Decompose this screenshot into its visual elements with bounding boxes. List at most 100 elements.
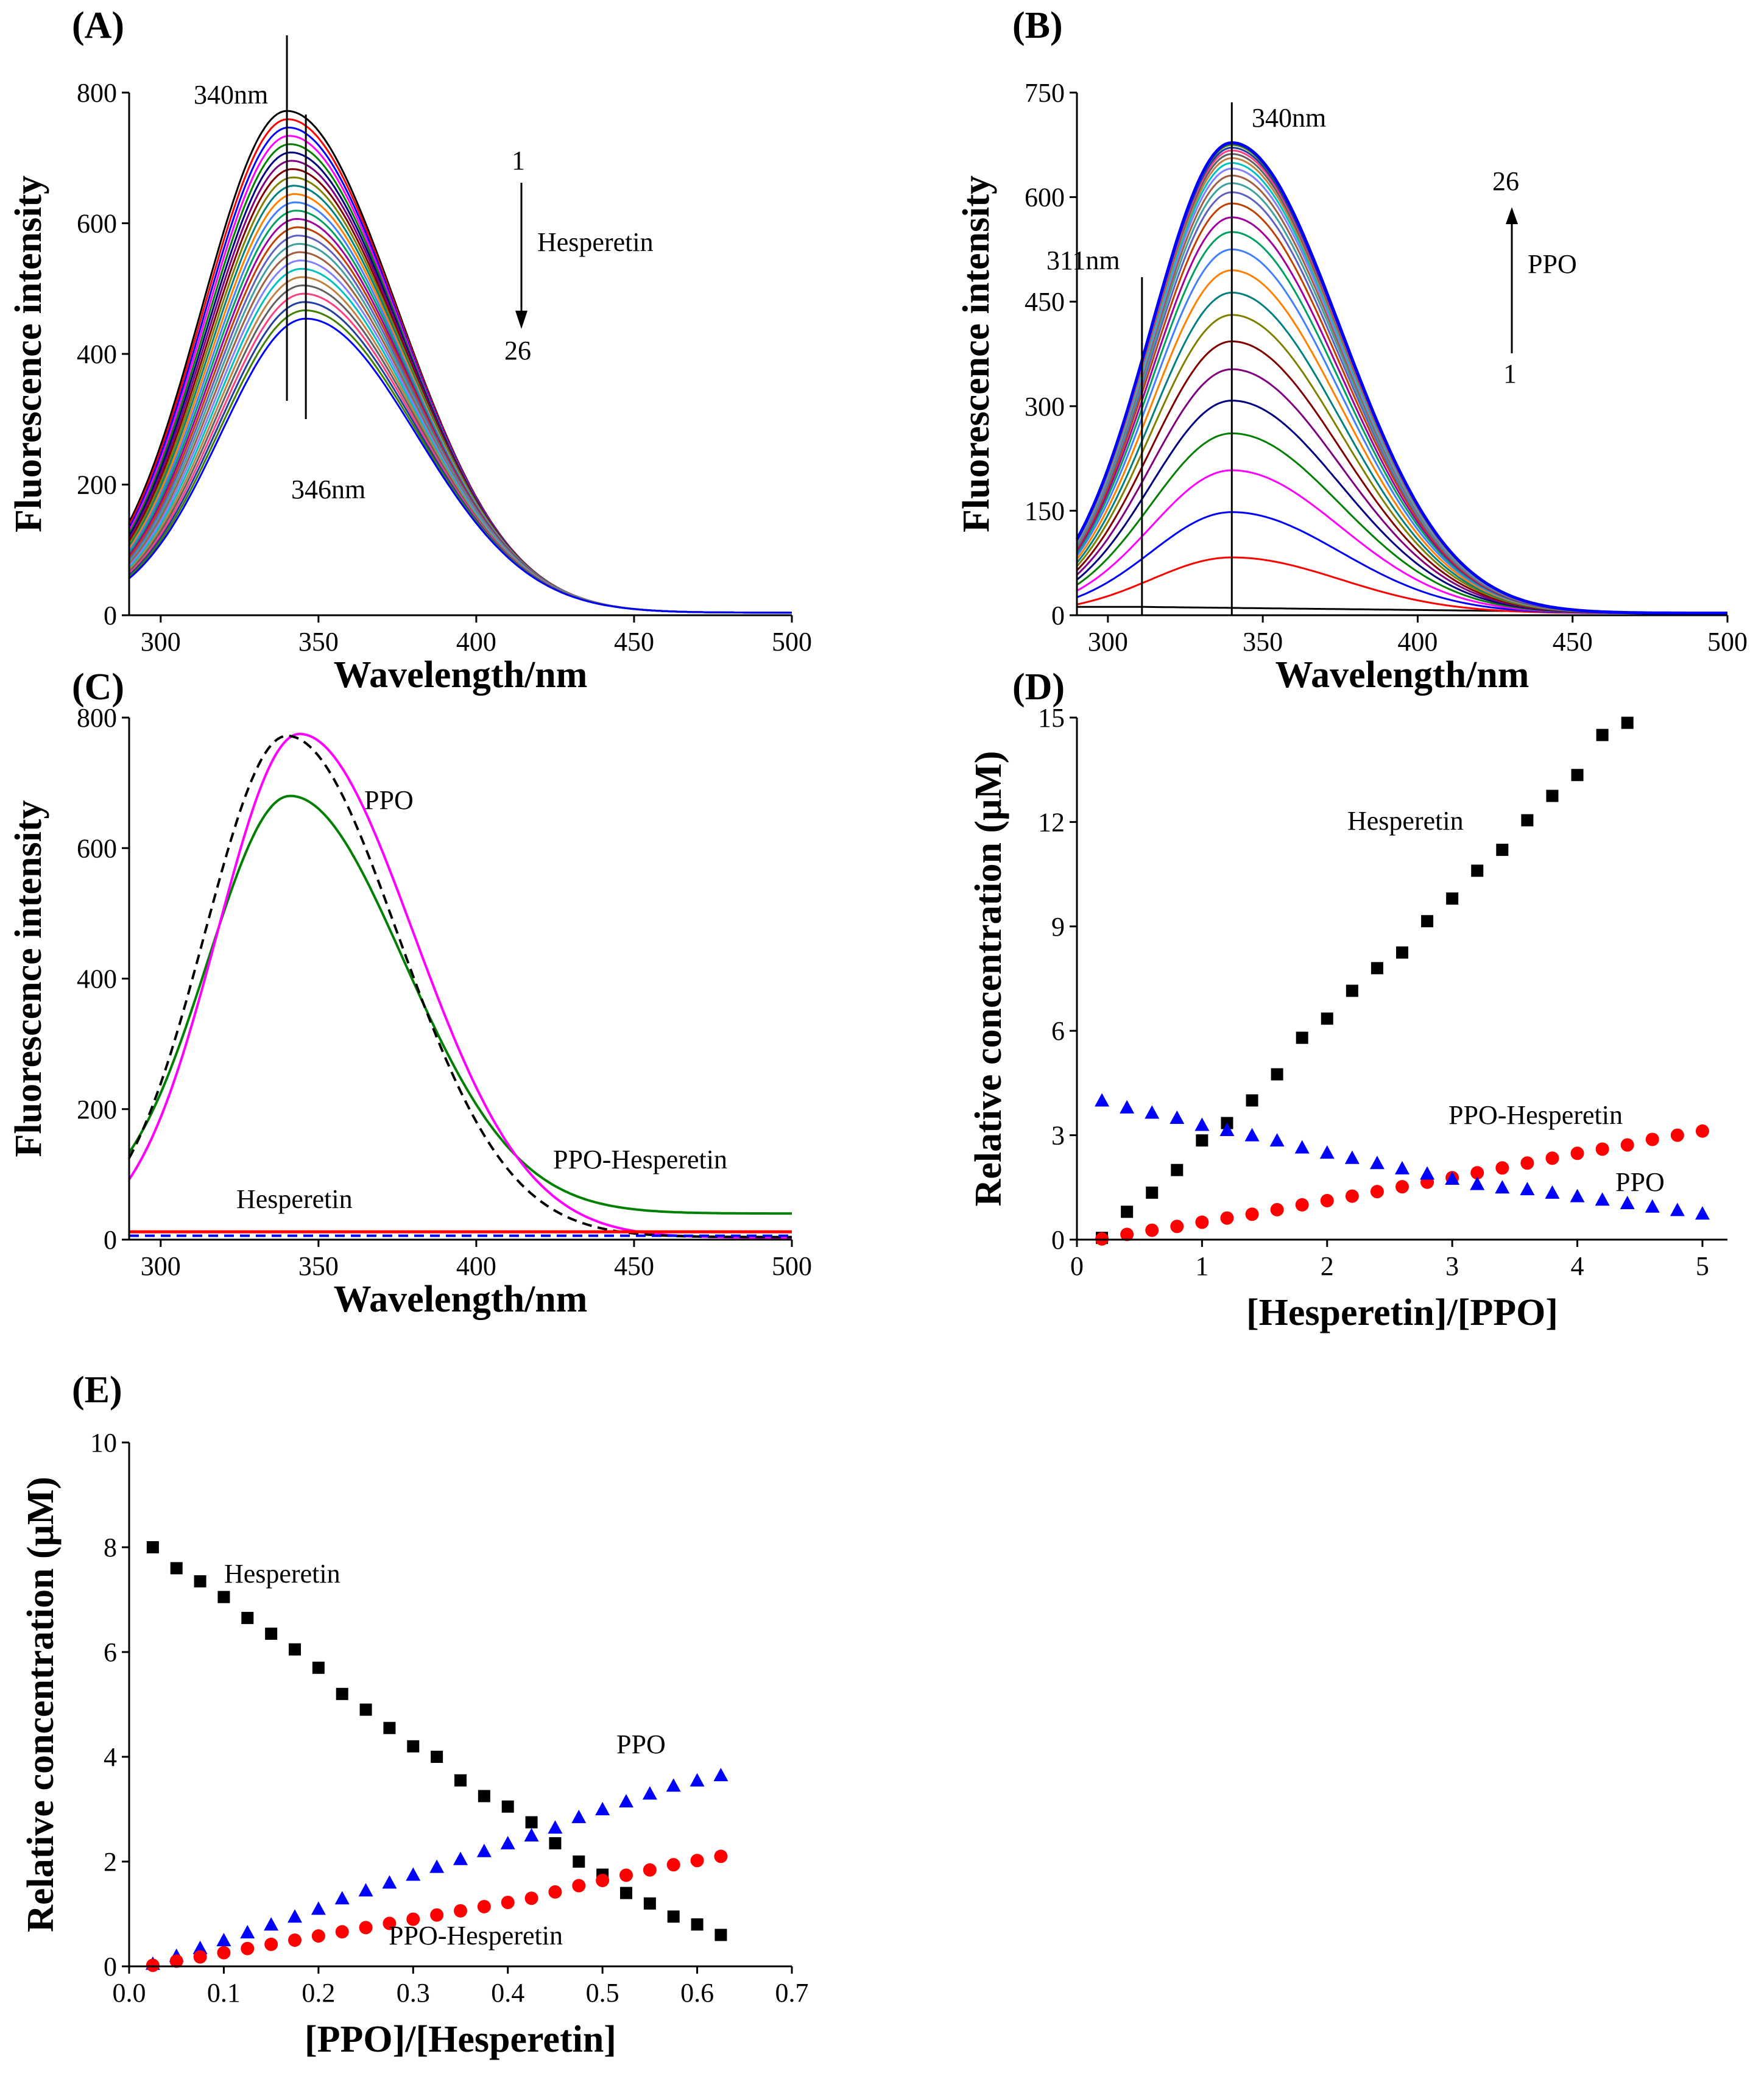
data-point-square xyxy=(1246,1094,1258,1107)
data-point-square xyxy=(407,1740,420,1753)
y-tick-label: 3 xyxy=(1051,1121,1065,1151)
x-tick-label: 0.5 xyxy=(586,1978,619,2008)
data-point-circle xyxy=(1195,1215,1209,1229)
spectrum-curve xyxy=(128,110,792,614)
data-point-circle xyxy=(383,1916,397,1930)
y-tick-label: 600 xyxy=(77,209,117,239)
x-axis-title: Wavelength/nm xyxy=(334,654,588,696)
spectrum-curve xyxy=(1075,141,1727,615)
annotation-hesperetin: Hesperetin xyxy=(1347,806,1464,836)
annotation-346nm: 346nm xyxy=(291,475,365,504)
annotation-340nm: 340nm xyxy=(1252,103,1326,133)
data-point-triangle xyxy=(1470,1176,1485,1190)
data-point-circle xyxy=(1545,1151,1559,1165)
panel-label: (D) xyxy=(1012,666,1065,708)
data-point-square xyxy=(525,1816,538,1829)
spectrum-curve xyxy=(128,242,792,614)
panel-a: 300 350 400 450 500 0 200 400 600 800 Wavelength/n… xyxy=(8,5,812,696)
x-tick-label: 400 xyxy=(456,627,496,657)
y-tick-label: 15 xyxy=(1038,703,1065,733)
data-point-circle xyxy=(1295,1198,1309,1212)
data-point-triangle xyxy=(1095,1093,1110,1107)
x-tick-label: 2 xyxy=(1321,1251,1334,1281)
data-point-circle xyxy=(454,1904,467,1918)
data-point-square xyxy=(454,1774,467,1787)
x-tick-label: 0.0 xyxy=(113,1978,146,2008)
x-tick-label: 0.1 xyxy=(207,1978,241,2008)
data-point-square xyxy=(714,1929,727,1941)
data-point-circle xyxy=(1370,1185,1384,1199)
data-point-triangle xyxy=(1545,1185,1560,1199)
data-point-triangle xyxy=(476,1843,492,1857)
data-point-triangle xyxy=(619,1794,633,1808)
data-point-triangle xyxy=(1219,1123,1235,1137)
arrow-label-hesperetin: Hesperetin xyxy=(537,227,654,257)
data-point-triangle xyxy=(571,1809,587,1823)
data-point-square xyxy=(573,1855,585,1868)
annotation-hesperetin: Hesperetin xyxy=(236,1184,353,1214)
annotation-ppo: PPO xyxy=(1615,1167,1665,1197)
data-point-square xyxy=(312,1661,325,1674)
data-point-triangle xyxy=(524,1828,539,1841)
data-point-circle xyxy=(596,1873,610,1887)
data-point-square xyxy=(1321,1012,1333,1025)
spectrum-curve xyxy=(1076,556,1727,615)
data-point-triangle xyxy=(264,1917,279,1931)
spectrum-curve xyxy=(128,309,792,614)
data-point-triangle xyxy=(1319,1145,1335,1159)
x-tick-label: 0.7 xyxy=(775,1978,809,2008)
data-point-circle xyxy=(1570,1146,1584,1160)
annotation-ppo: PPO xyxy=(364,785,414,815)
y-axis-title: Fluorescence intensity xyxy=(956,175,997,532)
x-tick-label: 350 xyxy=(1243,627,1283,657)
data-point-triangle xyxy=(406,1867,421,1881)
data-point-triangle xyxy=(642,1786,657,1800)
data-point-circle xyxy=(1320,1194,1334,1208)
y-tick-label: 4 xyxy=(104,1742,117,1772)
arrow-start-label: 1 xyxy=(512,146,525,175)
data-point-triangle xyxy=(713,1768,729,1782)
data-point-square xyxy=(194,1575,206,1587)
data-point-circle xyxy=(1620,1138,1634,1152)
data-point-square xyxy=(1421,915,1434,928)
x-tick-label: 350 xyxy=(298,627,339,657)
data-point-triangle xyxy=(192,1940,208,1954)
y-tick-label: 0 xyxy=(104,601,117,630)
y-tick-label: 2 xyxy=(104,1847,117,1877)
data-point-circle xyxy=(430,1908,444,1922)
data-point-square xyxy=(1146,1186,1159,1199)
data-point-triangle xyxy=(1495,1180,1510,1194)
y-tick-label: 200 xyxy=(77,470,117,500)
y-axis-title: Relative concentration (μM) xyxy=(20,1477,62,1932)
annotation-311nm: 311nm xyxy=(1046,245,1120,275)
data-point-circle xyxy=(264,1937,278,1951)
data-point-circle xyxy=(1270,1202,1284,1216)
data-point-circle xyxy=(359,1921,373,1935)
data-point-square xyxy=(1171,1163,1184,1176)
y-tick-label: 400 xyxy=(77,964,117,994)
data-point-triangle xyxy=(1420,1166,1435,1180)
data-point-square xyxy=(1296,1031,1308,1044)
x-axis-title: [Hesperetin]/[PPO] xyxy=(1246,1292,1558,1333)
data-point-circle xyxy=(1170,1220,1184,1234)
data-point-triangle xyxy=(690,1773,705,1787)
spectrum-curve xyxy=(1076,291,1727,615)
spectrum-curve xyxy=(1076,314,1727,615)
x-tick-label: 0 xyxy=(1070,1251,1084,1281)
panel-label: (B) xyxy=(1012,5,1063,46)
panel-c: 300 350 400 450 500 0 200 400 600 800 Wavelength/n… xyxy=(8,666,812,1320)
x-tick-label: 500 xyxy=(1707,627,1748,657)
y-tick-label: 6 xyxy=(1051,1016,1065,1046)
data-point-circle xyxy=(1470,1166,1484,1180)
data-point-triangle xyxy=(1620,1196,1635,1210)
data-point-triangle xyxy=(334,1891,350,1905)
y-tick-label: 9 xyxy=(1051,912,1065,942)
data-point-circle xyxy=(524,1891,538,1905)
data-point-square xyxy=(1521,814,1534,827)
data-point-square xyxy=(1621,716,1634,729)
data-point-triangle xyxy=(429,1859,445,1873)
data-point-circle xyxy=(1695,1124,1709,1138)
x-tick-label: 450 xyxy=(1553,627,1593,657)
panel-label: (C) xyxy=(72,666,124,708)
